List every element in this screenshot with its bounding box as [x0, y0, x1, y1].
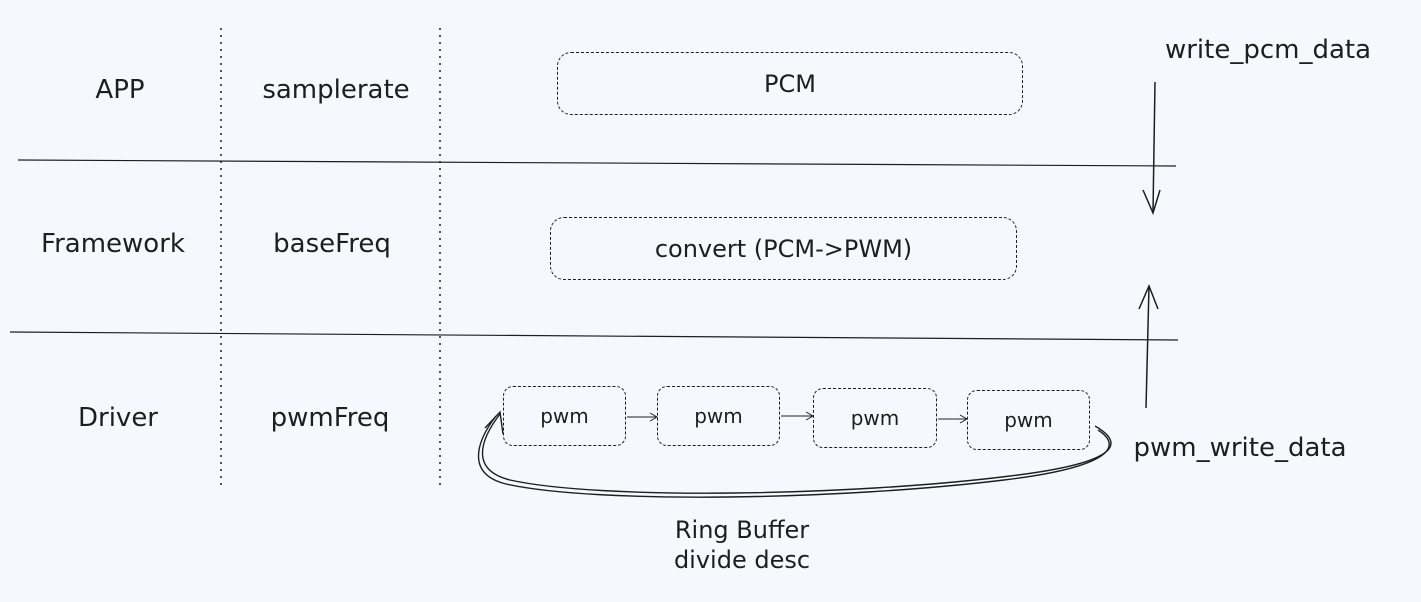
ring-buffer-line-1: Ring Buffer	[674, 516, 810, 544]
up-arrow	[1138, 284, 1159, 409]
convert-box-label: convert (PCM->PWM)	[654, 234, 913, 263]
ring-buffer-note: Ring Buffer divide desc	[674, 515, 810, 575]
pcm-box-label: PCM	[764, 69, 816, 98]
convert-box: convert (PCM->PWM)	[550, 217, 1017, 280]
pwm-box-1: pwm	[503, 386, 626, 446]
layer-name-framework: Framework	[41, 229, 185, 259]
ring-buffer-line-2: divide desc	[673, 546, 811, 574]
pwm-write-data-label: pwm_write_data	[1133, 433, 1347, 463]
pwm-box-3: pwm	[813, 388, 937, 448]
layer-name-app: APP	[95, 75, 145, 105]
layer-param-samplerate: samplerate	[262, 75, 410, 105]
layer-param-basefreq: baseFreq	[273, 229, 391, 259]
pwm-box-label: pwm	[1004, 408, 1053, 432]
pwm-box-4: pwm	[967, 390, 1090, 450]
pwm-box-2: pwm	[657, 386, 780, 446]
layer-name-driver: Driver	[77, 403, 159, 433]
write-pcm-data-label: write_pcm_data	[1164, 35, 1372, 65]
pwm-box-label: pwm	[850, 406, 900, 430]
pwm-box-label: pwm	[540, 404, 589, 428]
layer-separator-2	[9, 331, 1179, 341]
down-arrow	[1142, 81, 1161, 216]
pcm-box: PCM	[557, 52, 1023, 115]
layer-param-pwmfreq: pwmFreq	[270, 403, 390, 433]
pwm-box-label: pwm	[694, 404, 743, 428]
ring-buffer-loop-arrow	[477, 410, 1112, 498]
layer-separator-1	[17, 159, 1177, 167]
